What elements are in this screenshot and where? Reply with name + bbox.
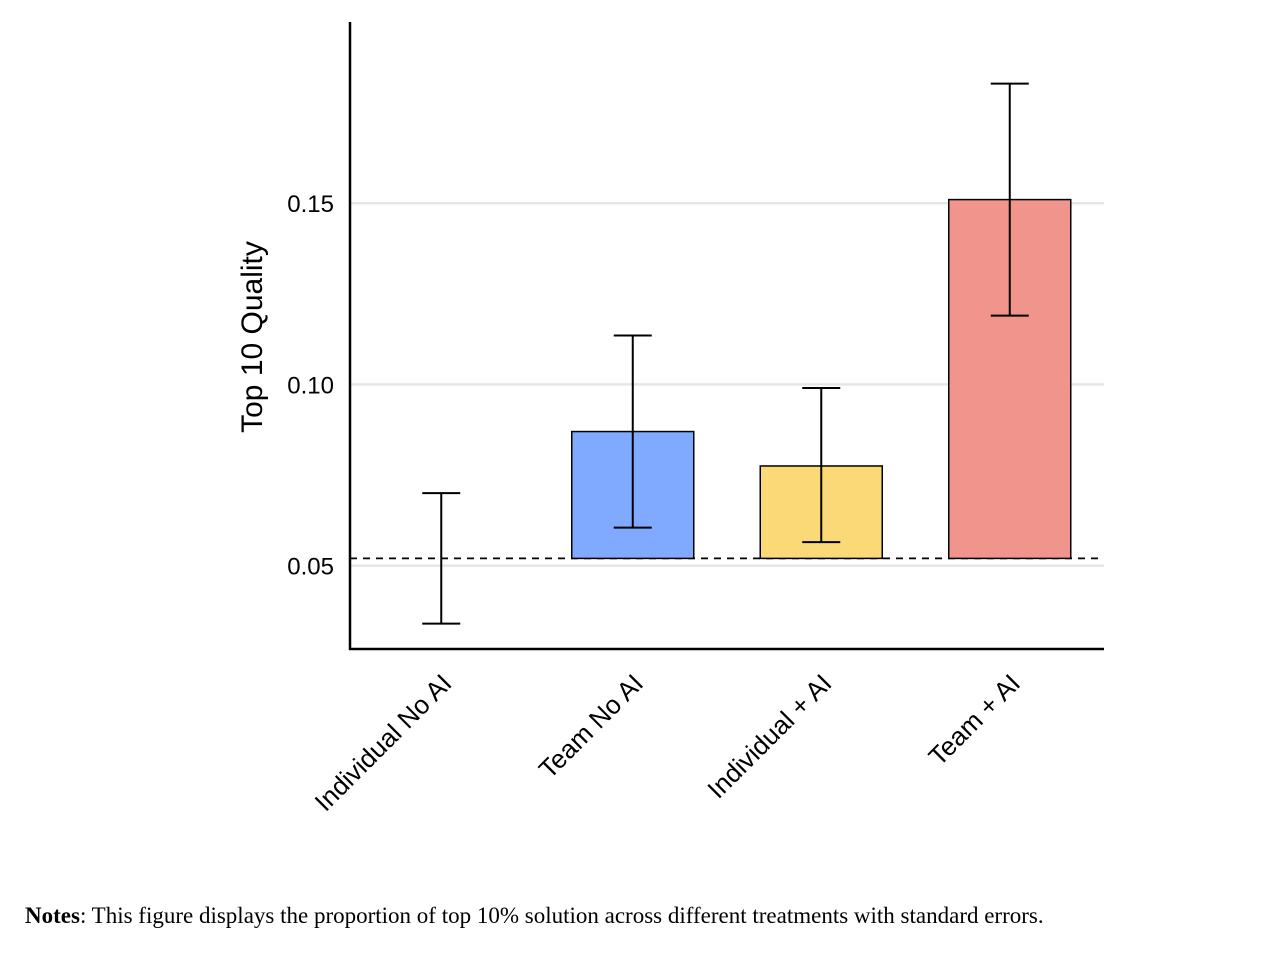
x-tick-label: Team + AI — [923, 668, 1026, 771]
x-tick-label: Individual + AI — [701, 668, 837, 804]
error-bars — [422, 82, 1029, 625]
bar-chart: 0.050.100.15 Individual No AI Team No AI I… — [236, 22, 1104, 817]
y-tick-label: 0.10 — [287, 372, 334, 399]
x-tick-label: Team No AI — [533, 668, 649, 784]
x-tick-label: Individual No AI — [309, 668, 458, 817]
figure-notes: Notes: This figure displays the proporti… — [25, 903, 1265, 929]
y-tick-label: 0.05 — [287, 554, 334, 581]
notes-label: Notes — [25, 903, 80, 928]
x-tick-labels: Individual No AI Team No AI Individual + A… — [309, 668, 1026, 817]
y-axis-label: Top 10 Quality — [236, 241, 269, 433]
y-tick-label: 0.15 — [287, 191, 334, 218]
axes — [348, 22, 1104, 651]
notes-text: : This figure displays the proportion of… — [79, 903, 1044, 928]
y-tick-labels: 0.05 0.10 0.15 — [287, 191, 334, 580]
